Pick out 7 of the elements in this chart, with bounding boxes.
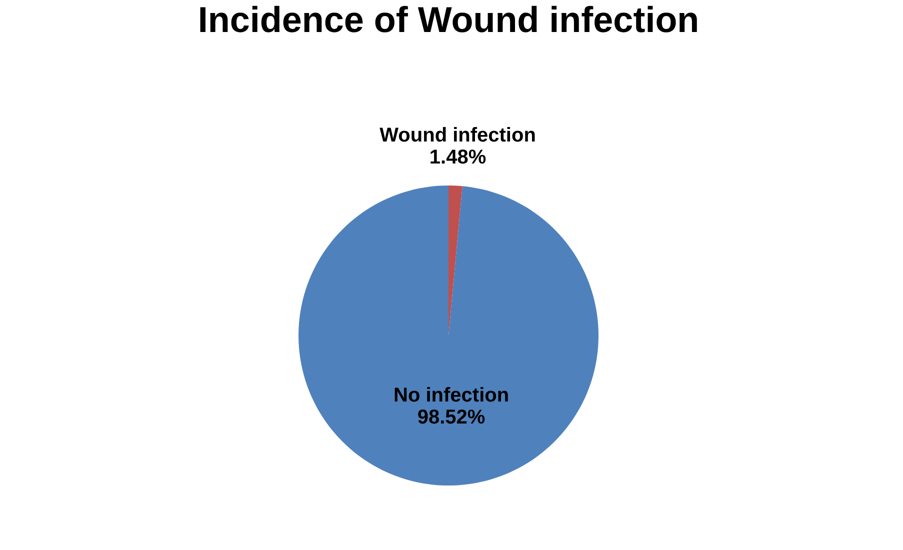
data-label: 1.48%: [429, 146, 486, 169]
slice-label: Wound infection: [380, 124, 536, 147]
pie-slice: [448, 186, 462, 336]
chart-title: Incidence of Wound infection: [198, 0, 700, 40]
slice-label: No infection: [394, 384, 510, 406]
data-label: 98.52%: [417, 406, 486, 428]
pie-slice: [298, 186, 598, 486]
